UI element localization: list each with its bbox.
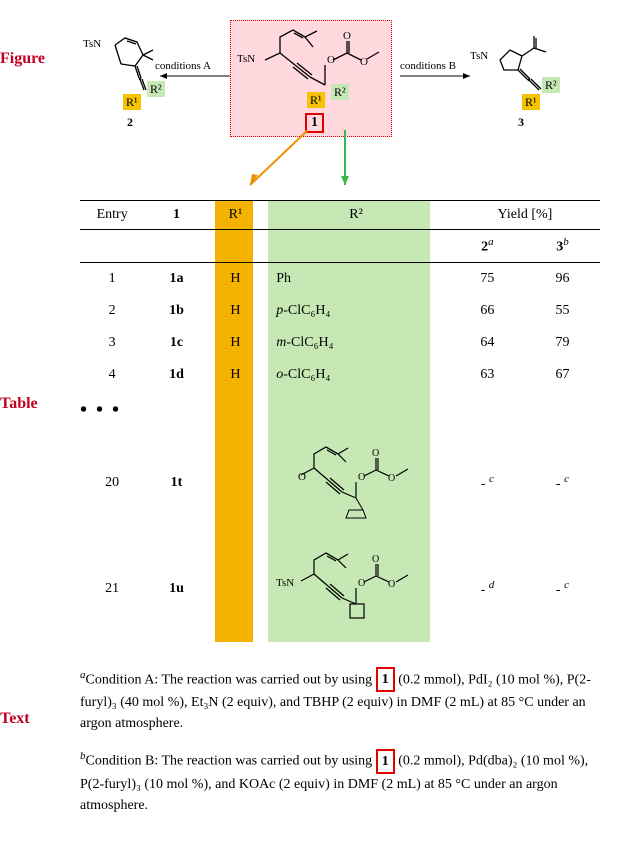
table-wrap: Entry 1 R¹ R² Yield [%] 2a 3b 1 1a H Ph … (80, 200, 600, 642)
r1-badge-3: R¹ (522, 95, 540, 111)
svg-text:O: O (358, 578, 365, 589)
r2-badge-center: R² (331, 85, 349, 101)
hdr-entry: Entry (80, 201, 144, 230)
table-row: 2 1b H p-ClC₆H₄ 66 55 (80, 295, 600, 327)
data-table: Entry 1 R¹ R² Yield [%] 2a 3b 1 1a H Ph … (80, 200, 600, 642)
r1-badge: R¹ (123, 95, 141, 111)
condition-a-text: aCondition A: The reaction was carried o… (80, 667, 600, 735)
mol-2-label: 2 (127, 115, 133, 130)
table-row: 20 1t O O O O - c - c (80, 430, 600, 536)
svg-text:O: O (372, 448, 379, 459)
mol-3-label: 3 (518, 115, 524, 130)
hdr-r1: R¹ (209, 201, 263, 230)
table-subheader-row: 2a 3b (80, 230, 600, 263)
svg-text:O: O (360, 56, 368, 68)
r1-badge-center: R¹ (307, 93, 325, 109)
hdr-compound: 1 (144, 201, 208, 230)
svg-text:O: O (343, 30, 351, 42)
one-box-b: 1 (376, 749, 395, 774)
structure-3-icon (480, 30, 560, 110)
condition-b-text: bCondition B: The reaction was carried o… (80, 748, 600, 816)
ellipsis-row: • • • (80, 391, 600, 430)
svg-text:O: O (388, 473, 395, 484)
product-3: TsN R² R¹ 3 (480, 30, 560, 115)
svg-text:TsN: TsN (276, 577, 294, 589)
table-row: 21 1u TsN O O O - d - c (80, 536, 600, 642)
svg-text:O: O (372, 554, 379, 565)
hdr-y3: 3b (525, 230, 600, 263)
hdr-y2: 2a (450, 230, 525, 263)
table-header-row: Entry 1 R¹ R² Yield [%] (80, 201, 600, 230)
hdr-r2: R² (262, 201, 450, 230)
svg-text:O: O (388, 579, 395, 590)
tsn-label-center: TsN (237, 53, 255, 65)
tsn-label-3: TsN (470, 50, 488, 62)
figure-area: TsN R¹ R² 2 conditions A O O O (80, 20, 620, 190)
link-arrows-icon (230, 130, 430, 190)
arrow-conditions-a: conditions A (155, 60, 230, 86)
svg-text:O: O (358, 472, 365, 483)
table-row: 1 1a H Ph 75 96 (80, 262, 600, 295)
arrow-conditions-b: conditions B (400, 60, 475, 86)
substrate-1: O O O TsN R¹ R² 1 (235, 25, 385, 125)
section-label-text: Text (0, 710, 30, 728)
footnote-text: aCondition A: The reaction was carried o… (80, 667, 600, 816)
tsn-label: TsN (83, 38, 101, 50)
one-box-a: 1 (376, 667, 395, 692)
section-label-table: Table (0, 395, 38, 413)
r2-badge-3: R² (542, 78, 560, 94)
table-row: 4 1d H o-ClC₆H₄ 63 67 (80, 359, 600, 391)
hdr-yield: Yield [%] (450, 201, 600, 230)
table-row: 3 1c H m-ClC₆H₄ 64 79 (80, 327, 600, 359)
section-label-figure: Figure (0, 50, 45, 68)
